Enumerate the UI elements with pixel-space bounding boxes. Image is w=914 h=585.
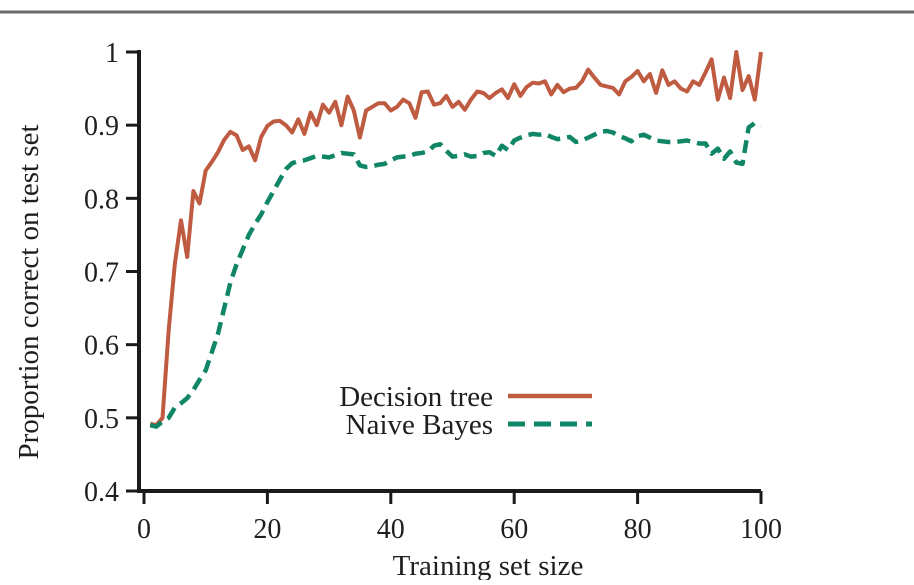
y-tick-label: 0.9: [84, 111, 119, 142]
legend-label-naive-bayes: Naive Bayes: [346, 409, 493, 441]
naive-bayes-curve: [149, 120, 762, 429]
legend-label-decision-tree: Decision tree: [339, 381, 493, 413]
y-tick-label: 1: [105, 38, 119, 69]
y-tick-label: 0.6: [84, 331, 119, 362]
x-tick-label: 0: [137, 514, 151, 545]
x-tick-label: 60: [500, 514, 528, 545]
x-tick-label: 20: [253, 514, 281, 545]
x-tick-label: 80: [624, 514, 652, 545]
x-tick-label: 100: [740, 514, 782, 545]
decision-tree-curve: [149, 50, 763, 428]
y-tick-label: 0.7: [84, 258, 119, 289]
y-tick-label: 0.4: [84, 477, 119, 508]
x-tick-label: 40: [377, 514, 405, 545]
x-axis-title: Training set size: [393, 550, 584, 580]
y-tick-label: 0.5: [84, 404, 119, 435]
y-tick-label: 0.8: [84, 184, 119, 215]
plot-area: 1 0.9 0.8 0.7 0.6 0.5 0.4 0 20 40 60 80 100: [84, 38, 782, 545]
legend: Decision tree Naive Bayes: [339, 381, 592, 441]
y-axis-title: Proportion correct on test set: [13, 124, 45, 459]
